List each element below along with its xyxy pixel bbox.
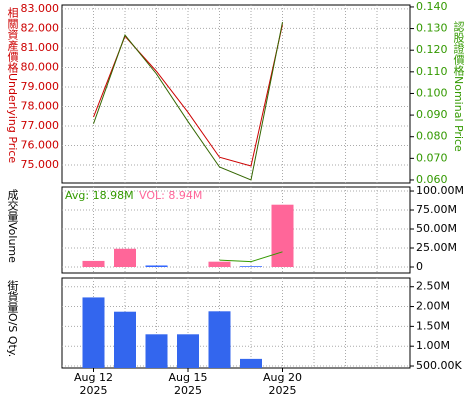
- line: [93, 21, 283, 181]
- y-axis-label: 相關資產價格Underlying Price: [6, 7, 19, 164]
- y2-tick-label: 500.00K: [416, 359, 462, 372]
- x-tick-label: Aug 20: [263, 371, 302, 384]
- x-tick-label: Aug 15: [169, 371, 208, 384]
- y2-tick-label: 0.060: [416, 173, 448, 186]
- bar: [82, 297, 105, 368]
- bar: [177, 334, 199, 368]
- y2-axis-label: 認股證價格Nominal Price: [452, 20, 465, 152]
- y-tick-label: 83.000: [21, 2, 60, 15]
- y2-tick-label: 25.00M: [416, 241, 457, 254]
- y2-tick-label: 0.110: [416, 65, 448, 78]
- y-tick-label: 77.000: [21, 119, 60, 132]
- y2-tick-label: 0.080: [416, 130, 448, 143]
- annotation: VOL: 8.94M: [139, 189, 202, 202]
- bar: [240, 358, 262, 368]
- line: [219, 251, 283, 263]
- y2-tick-label: 0.130: [416, 22, 448, 35]
- y2-tick-label: 0.120: [416, 43, 448, 56]
- y-tick-label: 75.000: [21, 158, 60, 171]
- y2-tick-label: 0.140: [416, 0, 448, 13]
- y2-tick-label: 2.00M: [416, 300, 450, 313]
- bar: [114, 248, 136, 267]
- bar: [82, 260, 105, 267]
- annotation: Avg: 18.98M: [65, 189, 134, 202]
- y-tick-label: 81.000: [21, 41, 60, 54]
- bar: [145, 334, 168, 368]
- bar: [145, 265, 168, 267]
- x-tick-year: 2025: [269, 384, 297, 397]
- bar: [208, 311, 231, 368]
- panel-frame: [61, 4, 411, 184]
- bar: [114, 311, 136, 368]
- bar: [240, 266, 262, 267]
- x-tick-year: 2025: [80, 384, 108, 397]
- bar: [208, 261, 231, 267]
- y2-tick-label: 0.070: [416, 151, 448, 164]
- y-tick-label: 80.000: [21, 60, 60, 73]
- y-tick-label: 76.000: [21, 139, 60, 152]
- y2-tick-label: 1.00M: [416, 339, 450, 352]
- y2-tick-label: 50.00M: [416, 222, 457, 235]
- bar: [271, 204, 294, 267]
- y2-tick-label: 2.50M: [416, 280, 450, 293]
- y2-tick-label: 0.100: [416, 86, 448, 99]
- y2-tick-label: 100.00M: [416, 184, 464, 197]
- y-tick-label: 79.000: [21, 80, 60, 93]
- x-tick-label: Aug 12: [74, 371, 113, 384]
- y-axis-label: 成交量Volume: [6, 189, 19, 263]
- y2-tick-label: 1.50M: [416, 319, 450, 332]
- y2-tick-label: 75.00M: [416, 203, 457, 216]
- y2-tick-label: 0.090: [416, 108, 448, 121]
- y-tick-label: 78.000: [21, 99, 60, 112]
- y-tick-label: 82.000: [21, 21, 60, 34]
- x-tick-year: 2025: [174, 384, 202, 397]
- y2-tick-label: 0: [416, 260, 423, 273]
- y-axis-label: 街貨量O/S Qty.: [6, 279, 19, 358]
